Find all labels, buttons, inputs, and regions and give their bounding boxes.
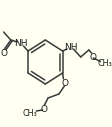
Text: O: O <box>41 106 48 115</box>
Text: NH: NH <box>14 38 28 47</box>
Text: CH₃: CH₃ <box>23 108 37 117</box>
Text: NH: NH <box>64 44 78 52</box>
Text: CH₃: CH₃ <box>98 60 112 68</box>
Text: O: O <box>90 52 97 61</box>
Text: O: O <box>62 80 69 89</box>
Text: O: O <box>1 50 8 59</box>
